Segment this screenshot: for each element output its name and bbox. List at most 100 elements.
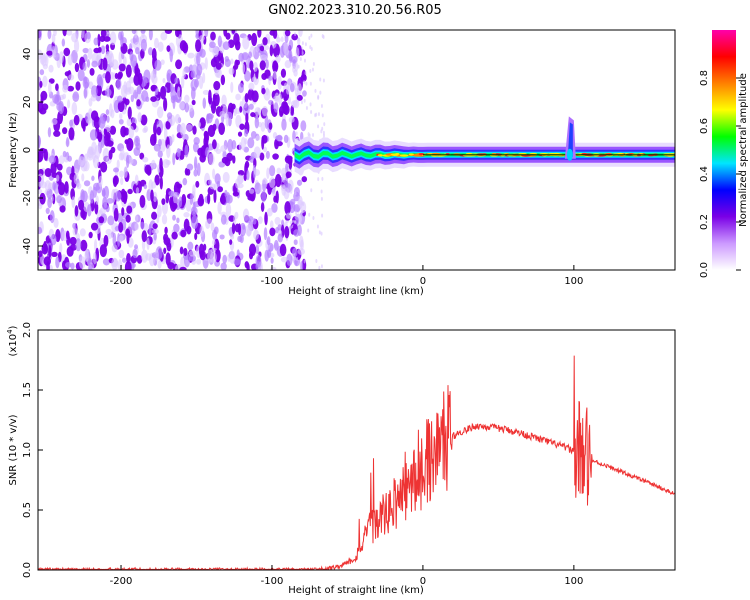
- noise-blob: [94, 145, 101, 160]
- noise-blob: [300, 100, 303, 105]
- noise-blob: [246, 262, 250, 270]
- noise-blob: [67, 85, 75, 92]
- noise-blob: [98, 216, 105, 224]
- noise-blob: [127, 188, 133, 195]
- noise-blob: [231, 30, 236, 35]
- noise-blob: [180, 229, 187, 238]
- colorbar-gradient: [712, 30, 736, 270]
- noise-blob: [268, 122, 273, 130]
- noise-blob: [156, 106, 164, 119]
- noise-blob: [82, 47, 89, 54]
- noise-blob: [188, 254, 196, 262]
- signal-core: [377, 154, 383, 157]
- noise-blob: [220, 262, 227, 270]
- noise-blob: [323, 122, 326, 127]
- noise-blob: [118, 51, 123, 65]
- noise-blob: [187, 241, 194, 251]
- noise-blob: [317, 112, 320, 117]
- noise-blob: [161, 198, 166, 205]
- noise-blob: [136, 85, 142, 95]
- x-tick-label: -100: [261, 576, 284, 587]
- noise-blob: [128, 157, 134, 165]
- y-tick-label: 1.0: [22, 442, 33, 458]
- noise-blob: [74, 62, 80, 73]
- noise-blob: [293, 69, 298, 77]
- noise-blob: [87, 47, 93, 60]
- noise-blob: [75, 238, 82, 252]
- noise-blob: [150, 189, 154, 203]
- noise-blob: [320, 129, 323, 134]
- noise-blob: [264, 249, 269, 262]
- noise-blob: [297, 85, 300, 90]
- noise-blob: [59, 243, 63, 254]
- noise-blob: [48, 244, 52, 258]
- noise-blob: [80, 30, 85, 39]
- noise-blob: [268, 176, 276, 189]
- noise-blob: [247, 215, 254, 222]
- noise-blob: [296, 179, 303, 186]
- noise-blob: [44, 167, 52, 178]
- noise-blob: [204, 30, 209, 38]
- noise-blob: [80, 239, 88, 252]
- noise-blob: [210, 58, 217, 68]
- noise-blob: [242, 104, 250, 117]
- noise-blob: [204, 131, 210, 144]
- noise-blob: [274, 92, 280, 104]
- noise-blob: [284, 226, 290, 239]
- y-tick-label: 2.0: [22, 322, 33, 338]
- noise-blob: [102, 258, 111, 266]
- noise-blob: [106, 30, 110, 35]
- noise-blob: [208, 89, 212, 104]
- noise-blob: [265, 150, 270, 159]
- noise-blob: [236, 174, 244, 185]
- noise-blob: [111, 244, 118, 253]
- noise-blob: [192, 201, 196, 215]
- noise-blob: [322, 78, 325, 83]
- noise-blob: [179, 126, 184, 135]
- noise-blob: [140, 114, 148, 126]
- noise-blob: [78, 256, 86, 269]
- noise-blob: [111, 257, 119, 270]
- noise-blob: [309, 68, 312, 73]
- noise-blob: [247, 137, 255, 149]
- noise-blob: [196, 258, 202, 265]
- noise-blob: [166, 112, 173, 120]
- x-tick-label: -200: [110, 276, 133, 287]
- noise-blob: [257, 107, 261, 115]
- noise-blob: [89, 190, 94, 204]
- noise-blob: [56, 163, 63, 171]
- noise-blob: [234, 59, 239, 70]
- noise-blob: [109, 125, 117, 135]
- noise-blob: [225, 192, 231, 203]
- noise-blob: [41, 243, 49, 255]
- noise-blob: [273, 102, 279, 113]
- noise-blob: [154, 37, 159, 49]
- noise-blob: [157, 204, 162, 218]
- noise-blob: [261, 87, 266, 95]
- noise-blob: [241, 63, 246, 74]
- noise-blob: [81, 173, 85, 182]
- noise-blob: [253, 229, 259, 241]
- noise-blob: [128, 76, 135, 84]
- noise-blob: [131, 30, 137, 35]
- noise-blob: [197, 122, 202, 128]
- noise-blob: [199, 35, 205, 42]
- noise-blob: [150, 85, 156, 92]
- noise-blob: [276, 167, 282, 175]
- noise-blob: [190, 70, 196, 79]
- noise-blob: [257, 30, 262, 38]
- noise-blob: [38, 188, 43, 195]
- noise-blob: [196, 63, 203, 76]
- noise-blob: [310, 46, 313, 51]
- noise-blob: [121, 207, 125, 216]
- colorbar-tick-label: 0.4: [699, 166, 710, 182]
- noise-blob: [171, 202, 178, 210]
- noise-blob: [181, 193, 187, 206]
- noise-blob: [66, 246, 74, 257]
- noise-blob: [294, 220, 297, 225]
- noise-blob: [213, 226, 219, 235]
- noise-blob: [177, 86, 181, 100]
- noise-blob: [127, 106, 132, 120]
- signal-core: [408, 153, 414, 156]
- noise-blob: [250, 130, 257, 139]
